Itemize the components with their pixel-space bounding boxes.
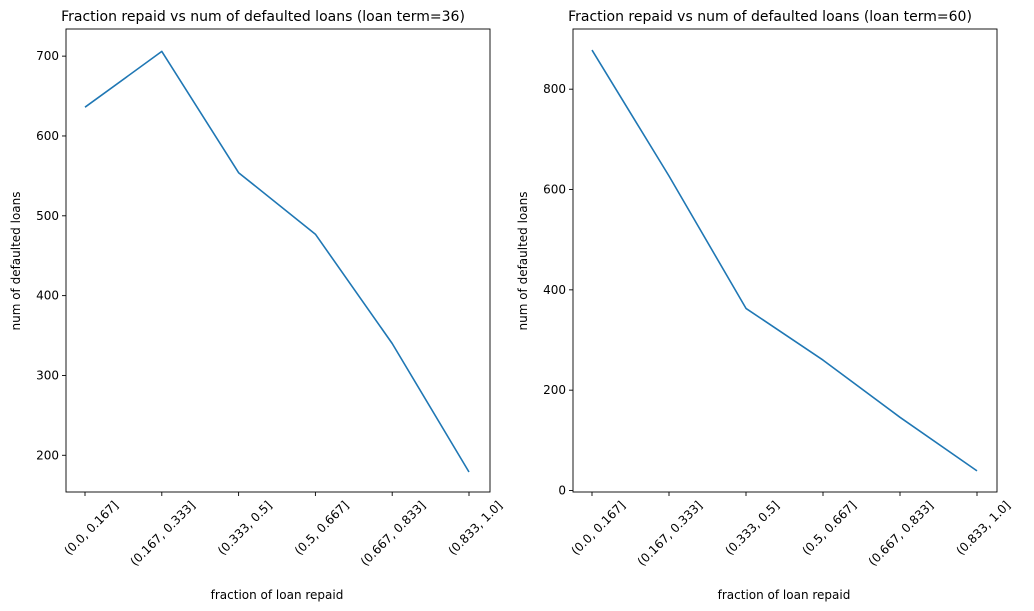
x-tick-label: (0.333, 0.5] [722,498,782,558]
x-tick-label: (0.5, 0.667] [292,498,352,558]
y-axis-label: num of defaulted loans [516,191,530,330]
y-tick-label: 400 [36,289,59,303]
y-axis-label: num of defaulted loans [9,191,23,330]
plot-frame [572,28,998,493]
x-tick-label: (0.333, 0.5] [215,498,275,558]
y-tick-label: 600 [36,129,59,143]
series-line [84,50,470,473]
plot-frame [65,28,491,493]
series-line-group [591,49,978,472]
x-tick-label: (0.167, 0.333] [127,498,198,569]
y-tick-label: 200 [543,383,566,397]
x-axis-label: fraction of loan repaid [718,588,851,602]
series-line-group [84,50,470,473]
x-tick-label: (0.833, 1.0] [445,498,505,558]
x-tick-label: (0.0, 0.167] [61,498,121,558]
y-tick-label: 0 [558,483,566,497]
x-tick-label: (0.0, 0.167] [568,498,628,558]
y-tick-label: 800 [543,82,566,96]
y-tick-label: 700 [36,49,59,63]
x-tick-label: (0.667, 0.833] [866,498,937,569]
x-axis: (0.0, 0.167] (0.167, 0.333] (0.333, 0.5] (0… [61,492,505,569]
chart-title: Fraction repaid vs num of defaulted loan… [61,9,465,25]
y-axis: 0 200 400 600 800 [543,82,573,497]
chart-loan-term-60: Fraction repaid vs num of defaulted loan… [516,9,1013,602]
y-tick-label: 500 [36,209,59,223]
x-tick-label: (0.667, 0.833] [358,498,429,569]
x-tick-label: (0.5, 0.667] [799,498,859,558]
y-tick-label: 300 [36,368,59,382]
x-axis: (0.0, 0.167] (0.167, 0.333] (0.333, 0.5] (0… [568,492,1013,569]
x-tick-label: (0.833, 1.0] [953,498,1013,558]
y-tick-label: 200 [36,448,59,462]
y-tick-label: 600 [543,183,566,197]
y-axis: 200 300 400 500 600 700 [36,49,66,462]
y-tick-label: 400 [543,283,566,297]
chart-title: Fraction repaid vs num of defaulted loan… [568,9,972,25]
x-axis-label: fraction of loan repaid [211,588,344,602]
series-line [591,49,978,472]
chart-loan-term-36: Fraction repaid vs num of defaulted loan… [9,9,505,602]
x-tick-label: (0.167, 0.333] [635,498,706,569]
